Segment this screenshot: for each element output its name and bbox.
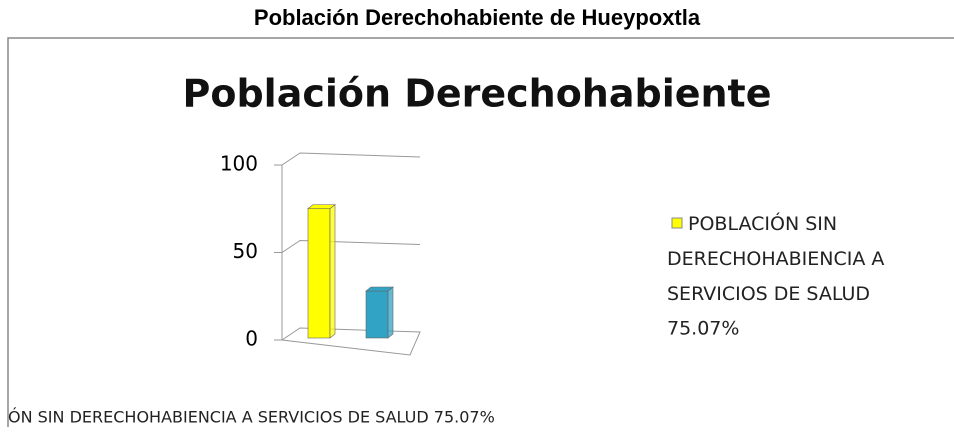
legend-label: POBLACIÓN SIN DERECHOHABIENCIA A SERVICIOS…: [667, 211, 884, 305]
bar-top: [365, 286, 394, 292]
floor: [280, 327, 421, 356]
bar: [307, 204, 336, 339]
bar-top: [307, 204, 336, 209]
chart-frame: [7, 37, 954, 427]
bar-front: [365, 290, 389, 339]
grid-line: [281, 152, 421, 166]
y-tick-label: 100: [220, 152, 258, 176]
value-label: 75.07%: [667, 318, 739, 340]
page-title: Población Derechohabiente de Hueypoxtla: [254, 5, 701, 30]
grid-line: [281, 239, 421, 253]
bar-side: [329, 204, 336, 339]
bar: [365, 286, 394, 339]
bar-front: [307, 208, 331, 339]
footer-text: ÓN SIN DERECHOHABIENCIA A SERVICIOS DE S…: [8, 408, 495, 427]
bar-side: [387, 286, 394, 339]
y-tick-label: 50: [233, 239, 258, 263]
y-tick-label: 0: [245, 327, 258, 351]
legend-swatch: [671, 217, 683, 229]
chart-title: Población Derechohabiente: [183, 72, 772, 116]
